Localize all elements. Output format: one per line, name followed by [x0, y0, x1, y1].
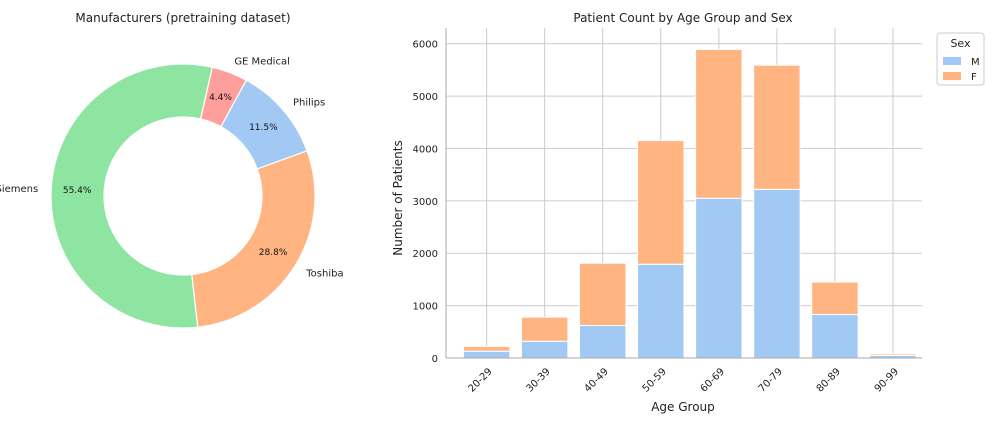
donut-slices — [50, 63, 316, 329]
donut-pct-ge-medical: 4.4% — [209, 93, 232, 103]
bar-f-40-49 — [579, 262, 627, 327]
bar-m-30-39 — [520, 340, 569, 359]
bar-m-40-49 — [579, 325, 627, 359]
bar-f-70-79 — [753, 64, 801, 190]
y-axis-label: Number of Patients — [391, 140, 405, 255]
x-tick-label: 50-59 — [641, 366, 669, 394]
donut-label-siemens: Siemens — [0, 184, 38, 195]
y-tick-label: 1000 — [413, 302, 438, 313]
manufacturers-donut-chart: Manufacturers (pretraining dataset) 11.5… — [0, 11, 344, 329]
legend-swatch-f — [943, 72, 961, 80]
x-tick-label: 60-69 — [699, 366, 727, 394]
x-tick-label: 90-99 — [873, 366, 901, 394]
donut-labels: 11.5% Philips 4.4% GE Medical 55.4% Siemens 28… — [0, 56, 344, 279]
legend-swatch-m — [943, 57, 961, 65]
legend-label-f: F — [971, 72, 977, 83]
y-tick-label: 2000 — [413, 249, 438, 260]
x-tick-label: 20-29 — [466, 366, 494, 394]
donut-slice-siemens — [50, 63, 214, 329]
bar-m-50-59 — [637, 263, 685, 359]
x-tick-label: 40-49 — [583, 366, 611, 394]
bar-m-20-29 — [462, 350, 511, 359]
y-tick-label: 4000 — [413, 144, 438, 155]
x-tick-label: 80-89 — [815, 366, 843, 394]
donut-title: Manufacturers (pretraining dataset) — [75, 11, 290, 25]
bar-m-80-89 — [811, 314, 859, 359]
donut-slice-toshiba — [191, 150, 316, 328]
donut-label-toshiba: Toshiba — [305, 268, 343, 279]
bar-f-90-99 — [869, 353, 917, 356]
bar-m-60-69 — [695, 197, 743, 359]
y-tick-label: 6000 — [413, 40, 438, 51]
age-sex-bar-chart: Patient Count by Age Group and Sex 0 1000… — [391, 11, 985, 414]
bar-f-80-89 — [811, 281, 859, 316]
bar-f-60-69 — [695, 48, 743, 199]
y-tick-label: 0 — [432, 354, 438, 365]
bar-m-70-79 — [753, 188, 801, 359]
y-tick-label: 5000 — [413, 92, 438, 103]
donut-pct-philips: 11.5% — [249, 123, 278, 133]
x-tick-label: 30-39 — [524, 366, 552, 394]
donut-label-philips: Philips — [293, 97, 325, 108]
donut-pct-siemens: 55.4% — [63, 186, 92, 196]
bar-f-20-29 — [462, 345, 511, 352]
x-axis-label: Age Group — [651, 400, 715, 414]
donut-label-ge-medical: GE Medical — [234, 56, 290, 67]
legend-label-m: M — [971, 57, 980, 68]
donut-pct-toshiba: 28.8% — [259, 248, 288, 258]
bar-marks — [462, 48, 917, 359]
bar-title: Patient Count by Age Group and Sex — [573, 11, 792, 25]
x-tick-label: 70-79 — [757, 366, 785, 394]
bar-f-50-59 — [637, 140, 685, 265]
y-tick-label: 3000 — [413, 197, 438, 208]
legend-title: Sex — [950, 37, 971, 50]
bar-f-30-39 — [520, 316, 569, 342]
